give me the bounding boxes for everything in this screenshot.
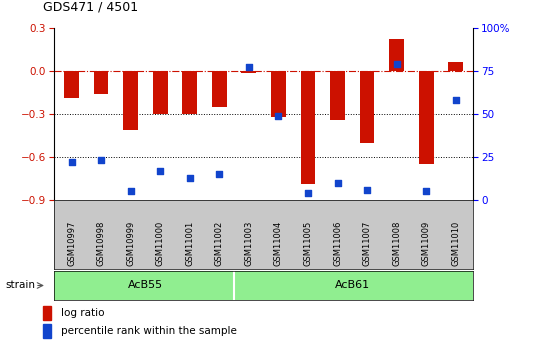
Text: percentile rank within the sample: percentile rank within the sample xyxy=(61,326,237,336)
Point xyxy=(186,175,194,180)
Point xyxy=(363,187,371,193)
Bar xyxy=(448,62,463,71)
Point xyxy=(333,180,342,186)
Point xyxy=(392,61,401,67)
Bar xyxy=(271,71,286,117)
Point xyxy=(303,190,312,196)
Bar xyxy=(153,71,167,114)
Bar xyxy=(43,324,51,338)
Point xyxy=(245,65,253,70)
Bar xyxy=(94,71,109,94)
Text: log ratio: log ratio xyxy=(61,308,104,318)
Bar xyxy=(212,71,226,107)
Bar xyxy=(360,71,374,142)
Point xyxy=(274,113,282,118)
Bar xyxy=(64,71,79,98)
Bar xyxy=(301,71,315,184)
Point xyxy=(156,168,165,174)
Point xyxy=(215,171,224,177)
Text: strain: strain xyxy=(5,280,36,290)
Point xyxy=(67,159,76,165)
Bar xyxy=(182,71,197,114)
Text: GDS471 / 4501: GDS471 / 4501 xyxy=(43,1,138,14)
Bar xyxy=(419,71,434,164)
Text: AcB61: AcB61 xyxy=(335,280,370,290)
Text: AcB55: AcB55 xyxy=(128,280,163,290)
Point xyxy=(126,189,135,194)
Bar xyxy=(123,71,138,130)
Bar xyxy=(330,71,345,120)
Bar xyxy=(43,306,51,319)
Bar xyxy=(389,39,404,71)
Bar xyxy=(242,71,256,73)
Point xyxy=(422,189,430,194)
Point xyxy=(97,158,105,163)
Point xyxy=(451,97,460,103)
